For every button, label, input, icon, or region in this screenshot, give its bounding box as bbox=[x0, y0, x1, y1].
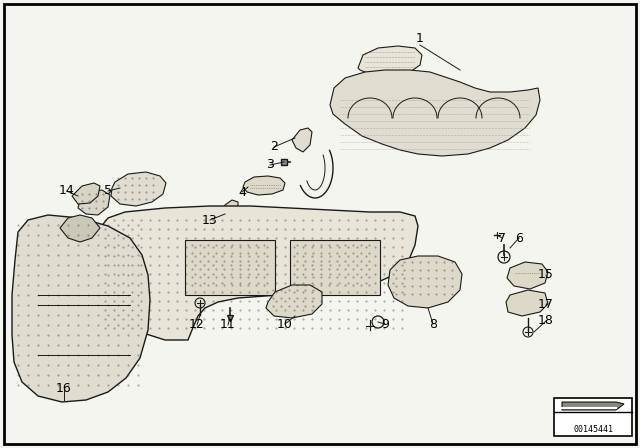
Polygon shape bbox=[507, 262, 548, 289]
Text: 8: 8 bbox=[429, 318, 437, 331]
Bar bbox=[554, 398, 632, 436]
Polygon shape bbox=[12, 215, 150, 402]
Polygon shape bbox=[562, 402, 624, 410]
Text: 6: 6 bbox=[515, 232, 523, 245]
Polygon shape bbox=[78, 190, 110, 215]
Polygon shape bbox=[506, 290, 548, 316]
Polygon shape bbox=[220, 200, 238, 226]
Text: 1: 1 bbox=[416, 31, 424, 44]
Polygon shape bbox=[96, 206, 418, 340]
Bar bbox=[185, 240, 275, 295]
Text: 3: 3 bbox=[266, 159, 274, 172]
Text: 17: 17 bbox=[538, 298, 554, 311]
Polygon shape bbox=[388, 256, 462, 308]
Bar bbox=[290, 240, 380, 295]
Text: 5: 5 bbox=[104, 185, 112, 198]
Text: 10: 10 bbox=[277, 318, 293, 331]
Text: 15: 15 bbox=[538, 268, 554, 281]
Text: 16: 16 bbox=[56, 382, 72, 395]
Polygon shape bbox=[292, 128, 312, 152]
Text: 13: 13 bbox=[202, 214, 218, 227]
Polygon shape bbox=[266, 285, 322, 318]
Text: 18: 18 bbox=[538, 314, 554, 327]
Text: 7: 7 bbox=[498, 232, 506, 245]
Polygon shape bbox=[243, 176, 285, 195]
Text: 2: 2 bbox=[270, 141, 278, 154]
Text: 4: 4 bbox=[238, 185, 246, 198]
Text: 14: 14 bbox=[59, 185, 75, 198]
Polygon shape bbox=[330, 70, 540, 156]
Text: 9: 9 bbox=[381, 318, 389, 331]
Text: 00145441: 00145441 bbox=[573, 426, 613, 435]
Polygon shape bbox=[358, 46, 422, 76]
Polygon shape bbox=[72, 183, 100, 204]
Polygon shape bbox=[60, 215, 100, 242]
Polygon shape bbox=[111, 172, 166, 206]
Text: 12: 12 bbox=[189, 319, 205, 332]
Text: 11: 11 bbox=[220, 319, 236, 332]
